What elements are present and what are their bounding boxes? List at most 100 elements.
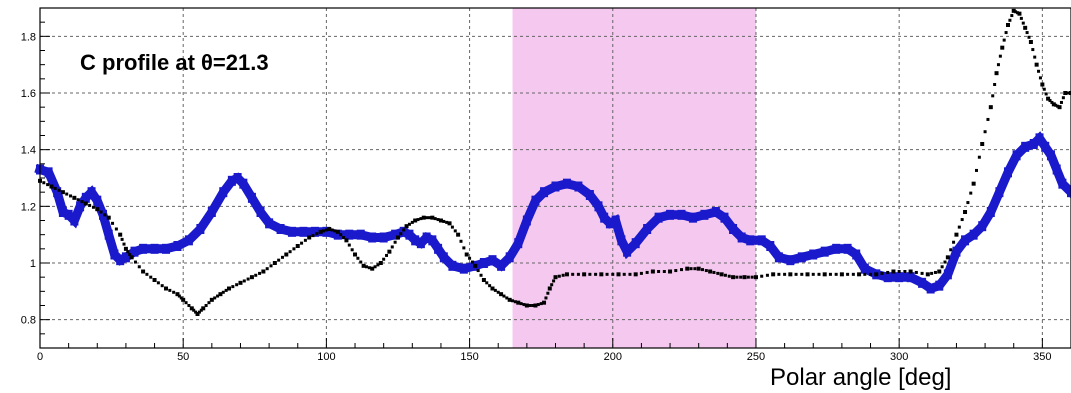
data-point	[1005, 23, 1010, 27]
data-point-interp	[231, 285, 235, 289]
data-point	[184, 235, 193, 246]
data-point-interp	[88, 203, 92, 207]
axis-ticks: 0 50 100 150 200 250 300 350 0.8 1 1.2 1.4 1.6 1.8	[21, 21, 1071, 363]
data-point-interp	[442, 219, 446, 223]
data-point-interp	[221, 290, 225, 294]
data-point	[1040, 82, 1045, 87]
data-point	[438, 218, 443, 223]
data-point	[677, 209, 686, 220]
data-point-interp	[1048, 99, 1052, 103]
data-point-interp	[459, 239, 463, 243]
data-point-interp	[645, 270, 649, 274]
data-point-interp	[177, 294, 181, 298]
data-point	[564, 272, 569, 277]
data-point-interp	[886, 270, 890, 274]
data-point-interp	[1031, 48, 1035, 52]
data-point-interp	[485, 281, 489, 285]
data-point	[44, 167, 53, 178]
data-point	[945, 255, 950, 260]
data-point	[405, 229, 414, 240]
data-point-interp	[746, 275, 750, 279]
data-point-interp	[511, 299, 515, 303]
data-point	[60, 190, 65, 195]
data-point-interp	[996, 63, 1000, 67]
data-point-interp	[114, 227, 118, 231]
data-point-interp	[930, 271, 934, 275]
data-point-interp	[479, 273, 483, 277]
data-point-interp	[1054, 103, 1058, 107]
data-point	[1011, 8, 1016, 13]
data-point	[524, 303, 529, 308]
data-point-interp	[356, 256, 360, 260]
data-point	[522, 215, 531, 226]
x-tick-label: 300	[890, 351, 908, 363]
y-tick-label: 1.6	[21, 88, 36, 100]
data-point	[104, 229, 113, 240]
data-point	[943, 269, 952, 280]
data-point-interp	[576, 272, 580, 276]
data-point	[1017, 11, 1022, 16]
data-point-interp	[145, 272, 149, 276]
data-point	[969, 229, 978, 240]
data-point-interp	[561, 273, 565, 277]
data-point-interp	[42, 181, 46, 185]
data-point	[961, 235, 970, 246]
data-point-interp	[137, 265, 141, 269]
data-point-interp	[57, 188, 61, 192]
data-point-interp	[333, 229, 337, 233]
data-point	[141, 269, 146, 274]
data-point-interp	[1002, 38, 1006, 42]
data-point-interp	[197, 310, 201, 314]
data-point	[1028, 40, 1033, 44]
data-point	[786, 255, 795, 266]
data-point	[746, 235, 755, 246]
data-point	[719, 272, 724, 277]
data-point-interp	[493, 288, 497, 292]
data-point-interp	[342, 236, 346, 239]
data-point-interp	[933, 270, 937, 274]
data-point	[822, 272, 827, 277]
data-point	[954, 232, 959, 237]
data-point-interp	[557, 274, 561, 278]
data-point	[720, 212, 729, 223]
data-point	[344, 238, 349, 243]
data-point-interp	[1065, 91, 1069, 95]
data-point	[345, 229, 354, 240]
data-point	[439, 252, 448, 263]
data-point	[788, 272, 793, 277]
data-point	[1046, 150, 1055, 161]
data-point	[379, 232, 388, 243]
data-point-interp	[552, 279, 556, 283]
data-point-interp	[80, 200, 84, 204]
data-point	[582, 272, 587, 277]
data-point-interp	[427, 216, 431, 220]
data-point	[387, 249, 392, 254]
data-point-interp	[817, 272, 821, 276]
data-point	[666, 209, 675, 220]
data-point-interp	[622, 272, 626, 276]
data-point	[421, 215, 426, 220]
data-point-interp	[977, 155, 981, 159]
data-point-interp	[1014, 10, 1018, 14]
data-point-interp	[450, 225, 454, 229]
data-point	[76, 201, 85, 212]
data-point	[908, 269, 913, 274]
data-point-interp	[739, 275, 743, 279]
data-point	[600, 212, 609, 223]
data-point-interp	[969, 191, 973, 195]
y-tick-label: 1.4	[21, 145, 36, 157]
data-point	[935, 280, 944, 291]
data-point-interp	[393, 240, 397, 244]
x-tick-label: 50	[177, 351, 189, 363]
data-point-interp	[322, 229, 326, 233]
data-point-interp	[794, 272, 798, 276]
data-point	[857, 272, 862, 277]
data-point	[729, 224, 738, 234]
data-point-interp	[303, 238, 307, 242]
data-point	[164, 286, 169, 291]
data-point	[49, 184, 54, 189]
data-point-interp	[991, 94, 995, 98]
data-point-interp	[1042, 87, 1046, 91]
data-point	[617, 235, 626, 246]
data-point	[81, 192, 90, 203]
